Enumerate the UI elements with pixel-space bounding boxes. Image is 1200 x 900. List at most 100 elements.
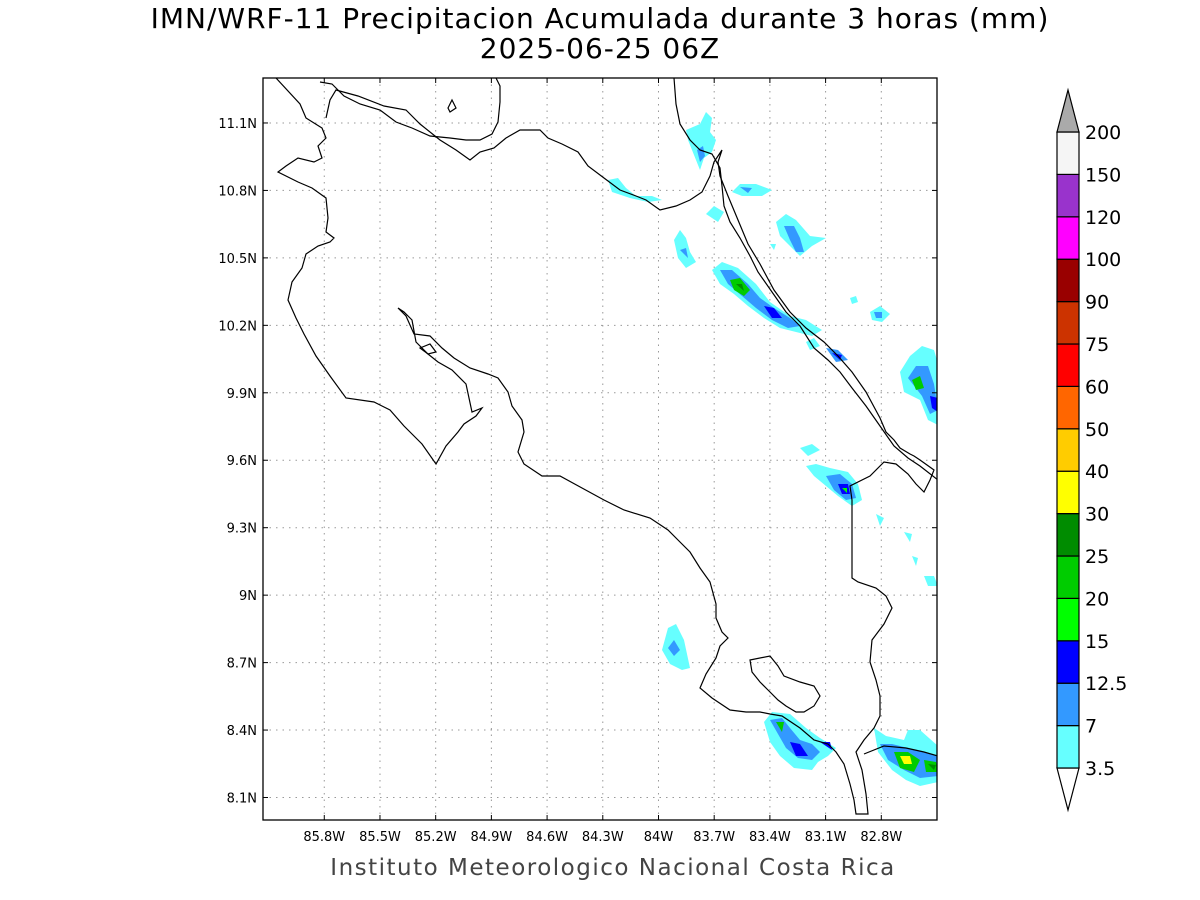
colorbar-label: 12.5 xyxy=(1085,673,1127,695)
colorbar-segment xyxy=(1056,555,1080,600)
precip-area xyxy=(800,444,820,456)
lat-tick-label: 8.1N xyxy=(227,792,257,807)
lat-tick-label: 10.2N xyxy=(218,319,257,334)
precip-area xyxy=(876,514,884,526)
coastline-north xyxy=(275,78,935,815)
precip-area xyxy=(784,226,804,252)
precip-area xyxy=(912,376,924,390)
precip-area xyxy=(736,284,744,291)
lat-tick-label: 9.6N xyxy=(227,454,257,469)
colorbar-label: 50 xyxy=(1085,419,1109,441)
colorbar-segment xyxy=(1056,173,1080,218)
precip-area xyxy=(908,366,937,414)
colorbar-segment xyxy=(1056,428,1080,472)
coastline-island xyxy=(418,343,438,355)
colorbar-segment xyxy=(1056,512,1080,557)
precip-area xyxy=(904,532,912,542)
precip-area xyxy=(900,756,912,764)
colorbar-label: 15 xyxy=(1085,631,1109,653)
colorbar-label: 90 xyxy=(1085,292,1109,314)
precip-area xyxy=(820,742,832,750)
colorbar-label: 200 xyxy=(1085,122,1121,144)
precip-area xyxy=(776,214,826,256)
colorbar-segment xyxy=(1056,470,1080,515)
precip-area xyxy=(764,306,782,318)
colorbar-segment xyxy=(1056,343,1080,388)
lon-tick-label: 83.1W xyxy=(805,830,847,845)
lat-tick-label: 10.8N xyxy=(218,184,257,199)
lon-tick-label: 84.6W xyxy=(526,830,568,845)
precip-area xyxy=(732,184,772,196)
coastline-caribbean xyxy=(673,78,937,480)
precip-area xyxy=(720,270,800,328)
lat-tick-label: 9N xyxy=(239,589,257,604)
colorbar-label: 150 xyxy=(1085,164,1121,186)
lon-tick-label: 84.3W xyxy=(582,830,624,845)
lat-tick-label: 11.1N xyxy=(218,117,257,132)
colorbar-label: 25 xyxy=(1085,546,1109,568)
lon-tick-label: 85.2W xyxy=(415,830,457,845)
precip-area xyxy=(680,248,688,258)
coastline-osa xyxy=(749,655,821,713)
precip-area xyxy=(776,722,784,732)
precip-area xyxy=(924,576,937,586)
colorbar-segment xyxy=(1056,216,1080,260)
precip-area xyxy=(928,764,936,770)
lon-tick-label: 84W xyxy=(644,830,674,845)
map-frame xyxy=(262,77,938,821)
precip-area xyxy=(770,244,776,250)
precip-area xyxy=(608,178,662,202)
precipitation-field xyxy=(608,112,937,786)
precip-area xyxy=(706,206,724,222)
colorbar-segment xyxy=(1056,597,1080,642)
colorbar-label: 20 xyxy=(1085,588,1109,610)
lon-tick-label: 83.4W xyxy=(749,830,791,845)
coastline-burica xyxy=(863,745,937,757)
precip-area xyxy=(930,396,937,412)
lat-tick-label: 8.7N xyxy=(227,657,257,672)
colorbar-segment xyxy=(1056,724,1080,769)
precip-area xyxy=(686,112,716,170)
precip-area xyxy=(842,488,847,493)
colorbar-segment xyxy=(1056,131,1080,176)
colorbar-label: 75 xyxy=(1085,334,1109,356)
colorbar-label: 40 xyxy=(1085,461,1109,483)
chart-title: IMN/WRF-11 Precipitacion Acumulada duran… xyxy=(150,2,1050,35)
colorbar-segment xyxy=(1056,301,1080,345)
lat-tick-label: 9.3N xyxy=(227,522,257,537)
lat-tick-label: 8.4N xyxy=(227,724,257,739)
precip-area xyxy=(790,742,808,756)
colorbar: 3.5 7 12.5 15 20 25 30 40 50 60 75 90 100 120 150 200 xyxy=(1056,87,1127,813)
colorbar-label: 30 xyxy=(1085,504,1109,526)
colorbar-under-triangle xyxy=(1056,767,1080,813)
colorbar-label: 60 xyxy=(1085,376,1109,398)
lon-tick-label: 82.8W xyxy=(860,830,902,845)
map-grid xyxy=(263,78,937,820)
precip-area xyxy=(697,146,705,162)
chart-subtitle-date: 2025-06-25 06Z xyxy=(479,32,721,65)
colorbar-label: 7 xyxy=(1085,716,1097,738)
precip-area xyxy=(874,312,882,318)
coastline-lake xyxy=(319,78,501,141)
precip-area xyxy=(850,296,858,304)
coastline-lake xyxy=(447,98,457,113)
colorbar-segment xyxy=(1056,385,1080,430)
colorbar-label: 120 xyxy=(1085,207,1121,229)
colorbar-segment xyxy=(1056,682,1080,727)
map-axes: 85.8W 85.5W 85.2W 84.9W 84.6W 84.3W 84W 83.7W 83… xyxy=(218,78,937,845)
precip-area xyxy=(668,640,680,656)
lon-tick-label: 85.8W xyxy=(303,830,345,845)
colorbar-label: 3.5 xyxy=(1085,758,1115,780)
lat-tick-label: 9.9N xyxy=(227,387,257,402)
colorbar-segment xyxy=(1056,640,1080,684)
lon-tick-label: 85.5W xyxy=(359,830,401,845)
footer-credit: Instituto Meteorologico Nacional Costa R… xyxy=(330,855,896,881)
precip-area xyxy=(912,556,918,566)
lon-tick-label: 83.7W xyxy=(693,830,735,845)
colorbar-over-triangle xyxy=(1056,87,1080,133)
coastline xyxy=(275,78,937,815)
precip-area xyxy=(740,187,752,193)
colorbar-segment xyxy=(1056,258,1080,303)
lat-tick-label: 10.5N xyxy=(218,252,257,267)
